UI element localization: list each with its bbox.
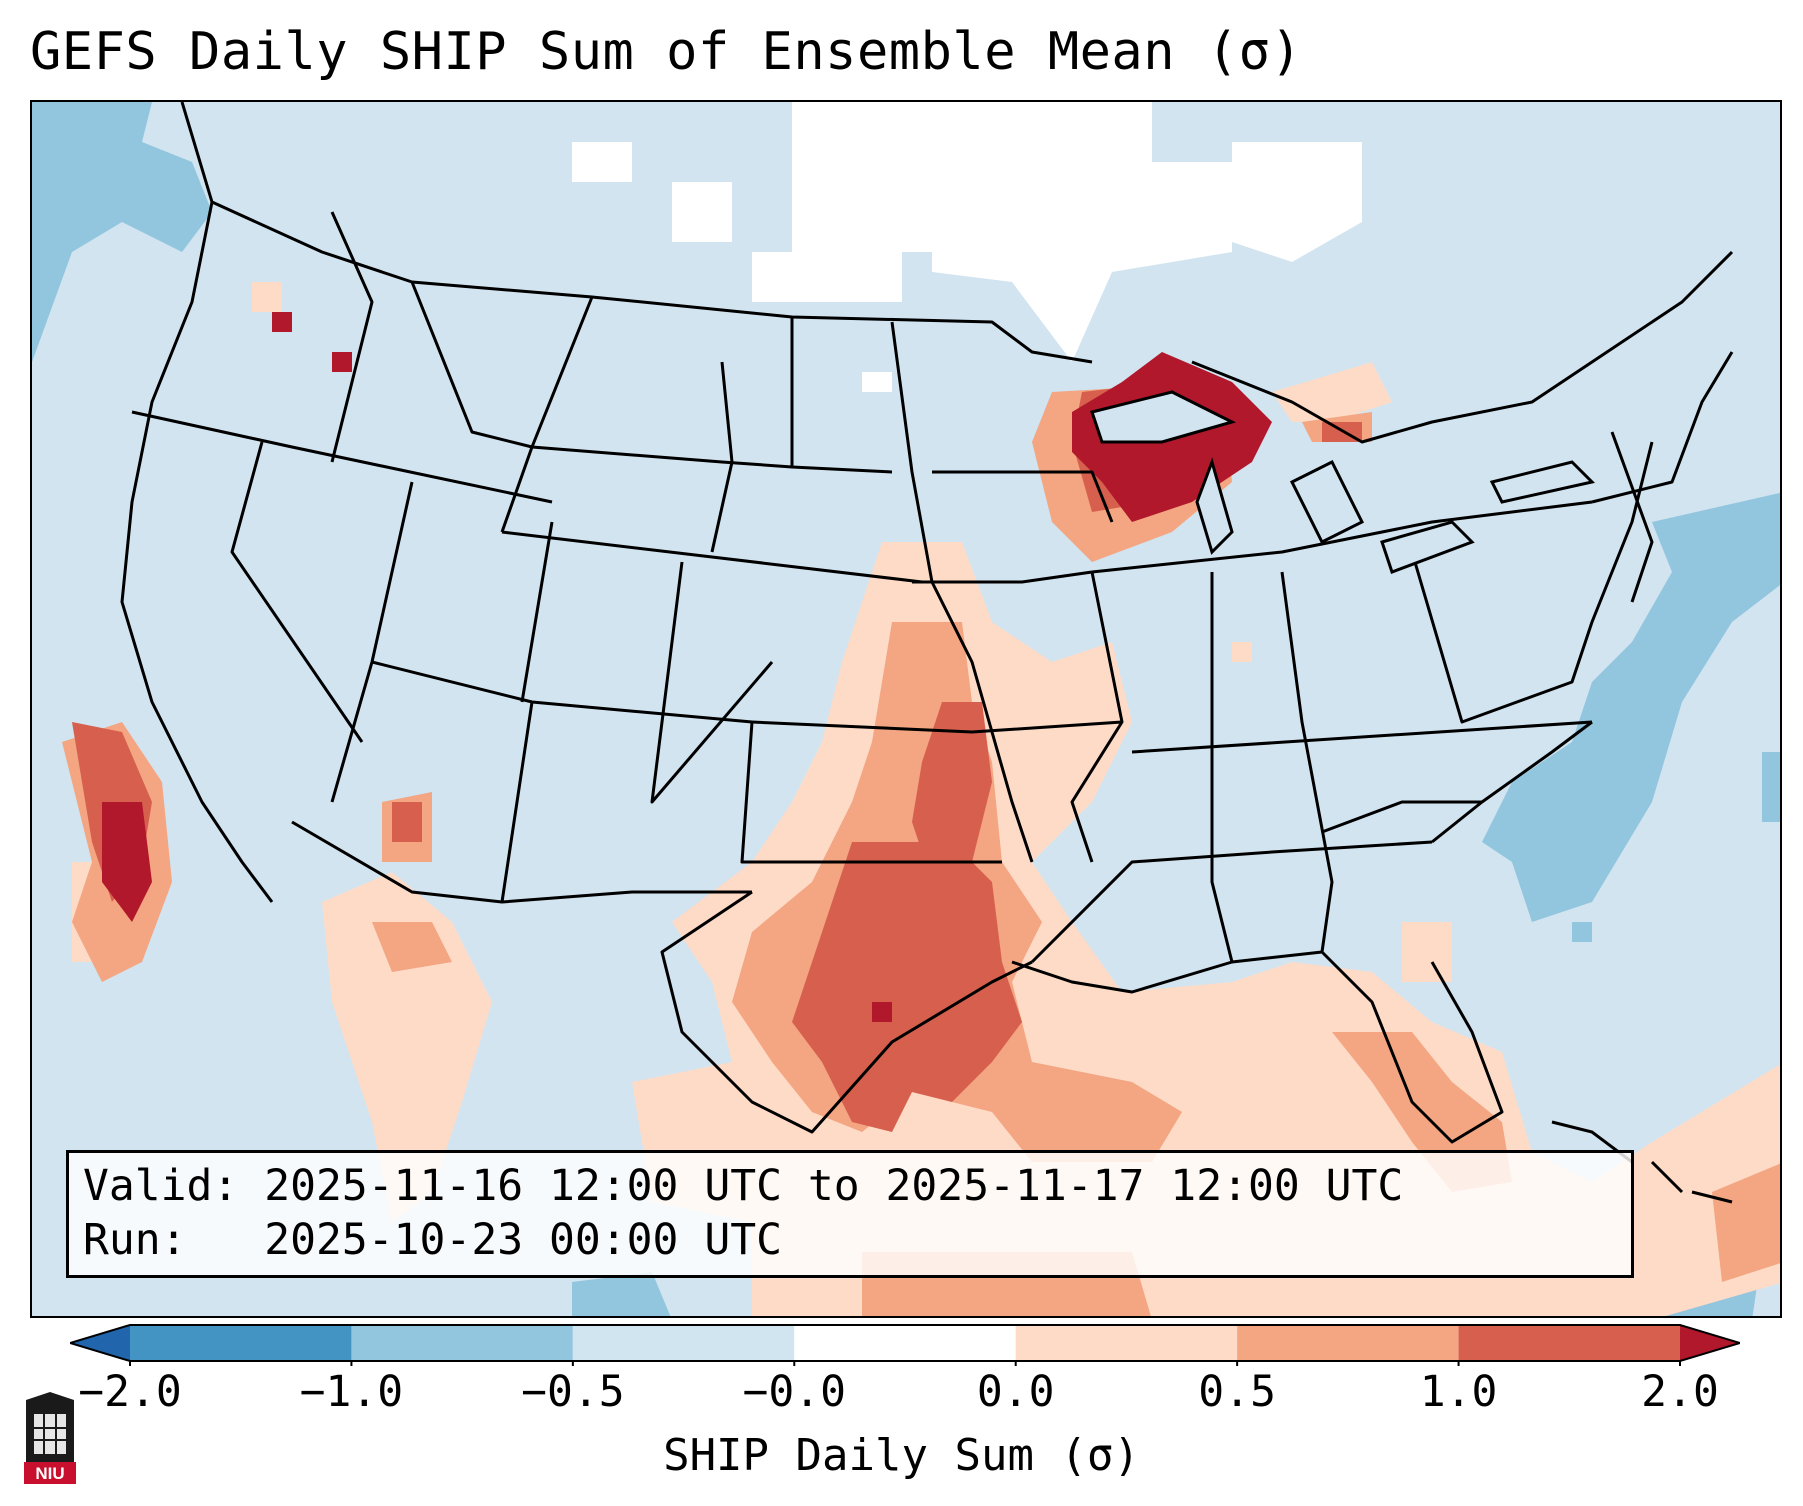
colorbar-segment [794,1325,1016,1361]
valid-run-info-box: Valid: 2025-11-16 12:00 UTC to 2025-11-1… [66,1150,1634,1278]
colorbar-tick-label: 1.0 [1419,1367,1498,1417]
colorbar-segment [1015,1325,1238,1361]
colorbar-tick-label: −1.0 [299,1367,404,1417]
valid-time-text: Valid: 2025-11-16 12:00 UTC to 2025-11-1… [83,1161,1404,1211]
colorbar-tick-label: −0.0 [742,1367,847,1417]
state-borders [120,102,1734,1144]
great-lakes-outline [1090,390,1595,574]
colorbar-label: SHIP Daily Sum (σ) [663,1430,1140,1481]
niu-logo: NIU [24,1392,76,1484]
colorbar-tick-label: 2.0 [1641,1367,1719,1417]
logo-text: NIU [35,1464,64,1483]
dark-red-cells [102,312,1272,1022]
colorbar-tick-label: 0.0 [976,1367,1055,1417]
negative-anomaly-cells [32,102,1780,1316]
colorbar-segment [1458,1325,1680,1361]
colorbar-segment [351,1325,573,1361]
colorbar [70,1324,1740,1366]
colorbar-tick-label: 0.5 [1198,1367,1276,1417]
colorbar-tick-label: −2.0 [78,1367,182,1417]
map-canvas [32,102,1780,1316]
colorbar-extend-min [70,1325,130,1361]
colorbar-segment [572,1325,795,1361]
run-time-text: Run: 2025-10-23 00:00 UTC [83,1215,782,1265]
colorbar-segment [130,1325,352,1361]
white-cells-canada [572,102,1362,392]
colorbar-extend-max [1680,1325,1740,1361]
colorbar-tick-label: −0.5 [521,1367,625,1417]
colorbar-segment [1237,1325,1459,1361]
map-panel [30,100,1782,1318]
chart-title: GEFS Daily SHIP Sum of Ensemble Mean (σ) [30,22,1303,82]
